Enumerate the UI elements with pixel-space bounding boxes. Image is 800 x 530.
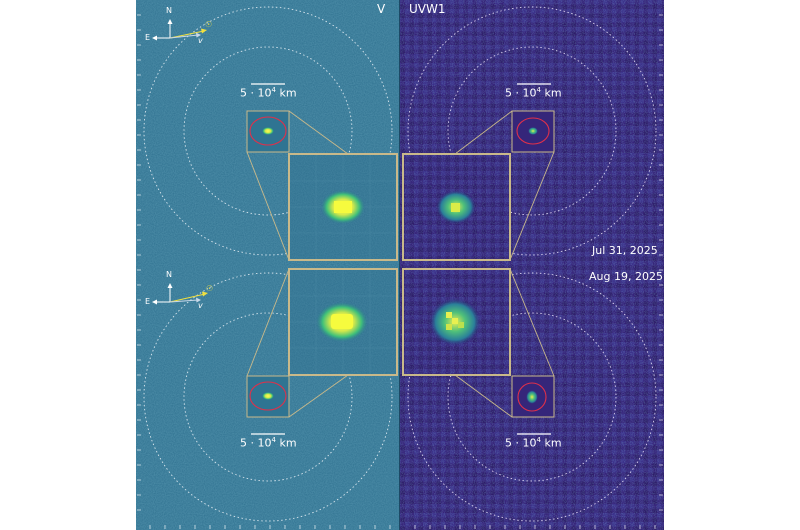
scale-unit: km (279, 86, 297, 100)
v-top-zoom-panel (288, 153, 398, 261)
scale-exp: 4 (536, 86, 541, 94)
v-bottom-small-crop (246, 375, 290, 418)
v-filter-label: V (377, 2, 386, 16)
scale-label-v-top: 5 · 104 km (240, 86, 297, 100)
uvw1-filter-label: UVW1 (409, 2, 446, 16)
v-panel (136, 0, 399, 530)
uvw1-bottom-zoom-panel (402, 268, 511, 376)
scale-label-uvw1-bottom: 5 · 104 km (505, 436, 562, 450)
top-zoom-connectors (246, 110, 555, 261)
compass-velocity-label: v (198, 36, 203, 45)
v-top-small-crop (246, 110, 290, 153)
scale-unit: km (544, 436, 562, 450)
scale-prefix: 5 · 10 (505, 86, 537, 100)
date-top-label: Jul 31, 2025 (592, 244, 658, 257)
scale-label-uvw1-top: 5 · 104 km (505, 86, 562, 100)
sun-direction-icon: ☉ (206, 284, 214, 293)
scale-prefix: 5 · 10 (240, 86, 272, 100)
compass-north-label: N (166, 6, 172, 15)
scale-bars (251, 83, 551, 435)
scale-unit: km (279, 436, 297, 450)
frame-ticks (137, 14, 663, 529)
scale-prefix: 5 · 10 (505, 436, 537, 450)
uvw1-panel (400, 0, 664, 530)
scale-unit: km (544, 86, 562, 100)
scale-prefix: 5 · 10 (240, 436, 272, 450)
compass-bottom (152, 283, 208, 305)
scale-exp: 4 (271, 86, 276, 94)
date-bottom-label: Aug 19, 2025 (589, 270, 663, 283)
scale-label-v-bottom: 5 · 104 km (240, 436, 297, 450)
compass-top (152, 19, 207, 41)
scale-exp: 4 (271, 436, 276, 444)
compass-east-label: E (145, 33, 151, 42)
uvw1-bottom-small-crop (511, 375, 555, 418)
compass-north-label: N (166, 270, 172, 279)
uvw1-top-zoom-panel (402, 153, 511, 261)
scale-exp: 4 (536, 436, 541, 444)
uvw1-top-small-crop (511, 110, 555, 153)
bottom-zoom-connectors (246, 268, 555, 418)
v-bottom-zoom-panel (288, 268, 398, 376)
sun-direction-icon: ☉ (205, 20, 213, 29)
compass-east-label: E (145, 297, 151, 306)
compass-velocity-label: v (198, 301, 203, 310)
